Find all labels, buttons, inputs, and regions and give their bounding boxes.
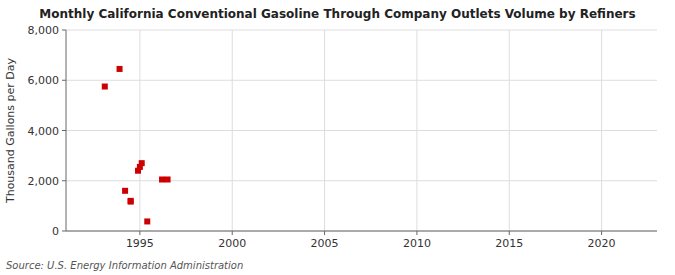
- tick-x: [416, 231, 417, 235]
- chart-container: 0 2,000 4,000 6,000 8,000 1995 2000 2005 2010 201…: [0, 0, 675, 275]
- tick-label-y: 0: [52, 225, 59, 238]
- tick-y: [62, 231, 66, 232]
- grid-line-y: [66, 80, 657, 81]
- grid-line-x: [232, 30, 233, 231]
- axes: 0 2,000 4,000 6,000 8,000 1995 2000 2005 2010 201…: [28, 24, 658, 250]
- tick-x: [509, 231, 510, 235]
- tick-y: [62, 180, 66, 181]
- point: [139, 160, 145, 166]
- tick-label-x: 1995: [126, 237, 154, 250]
- y-axis-label: Thousand Gallons per Day: [4, 57, 17, 204]
- tick-y: [62, 80, 66, 81]
- grid-line-x: [324, 30, 325, 231]
- tick-x: [232, 231, 233, 235]
- tick-x: [601, 231, 602, 235]
- points: [102, 66, 171, 225]
- tick-x: [324, 231, 325, 235]
- grid-line-y: [66, 30, 657, 31]
- grid-line-y: [66, 130, 657, 131]
- tick-y: [62, 30, 66, 31]
- grid-line-x: [509, 30, 510, 231]
- tick-label-y: 6,000: [28, 74, 60, 87]
- point: [128, 199, 134, 205]
- grid-line-y: [66, 180, 657, 181]
- point: [165, 176, 171, 182]
- grid-line-x: [416, 30, 417, 231]
- grid-line-x: [139, 30, 140, 231]
- chart-svg: 0 2,000 4,000 6,000 8,000 1995 2000 2005 2010 201…: [0, 0, 675, 275]
- tick-label-x: 2010: [403, 237, 431, 250]
- point: [117, 66, 123, 72]
- tick-label-y: 2,000: [28, 175, 60, 188]
- tick-x: [139, 231, 140, 235]
- grid: [66, 30, 657, 231]
- x-axis-line: [66, 231, 657, 232]
- point: [122, 188, 128, 194]
- tick-y: [62, 130, 66, 131]
- source: Source: U.S. Energy Information Administ…: [6, 260, 243, 271]
- title: Monthly California Conventional Gasoline…: [39, 7, 635, 21]
- tick-label-x: 2000: [218, 237, 246, 250]
- tick-label-x: 2015: [495, 237, 523, 250]
- tick-label-y: 4,000: [28, 125, 60, 138]
- point: [144, 218, 150, 224]
- tick-label-y: 8,000: [28, 24, 60, 37]
- grid-line-x: [601, 30, 602, 231]
- tick-label-x: 2005: [311, 237, 339, 250]
- y-axis-line: [66, 30, 67, 231]
- tick-label-x: 2020: [588, 237, 616, 250]
- point: [102, 84, 108, 90]
- point: [159, 176, 165, 182]
- point: [128, 198, 134, 204]
- grid-line-y: [66, 231, 657, 232]
